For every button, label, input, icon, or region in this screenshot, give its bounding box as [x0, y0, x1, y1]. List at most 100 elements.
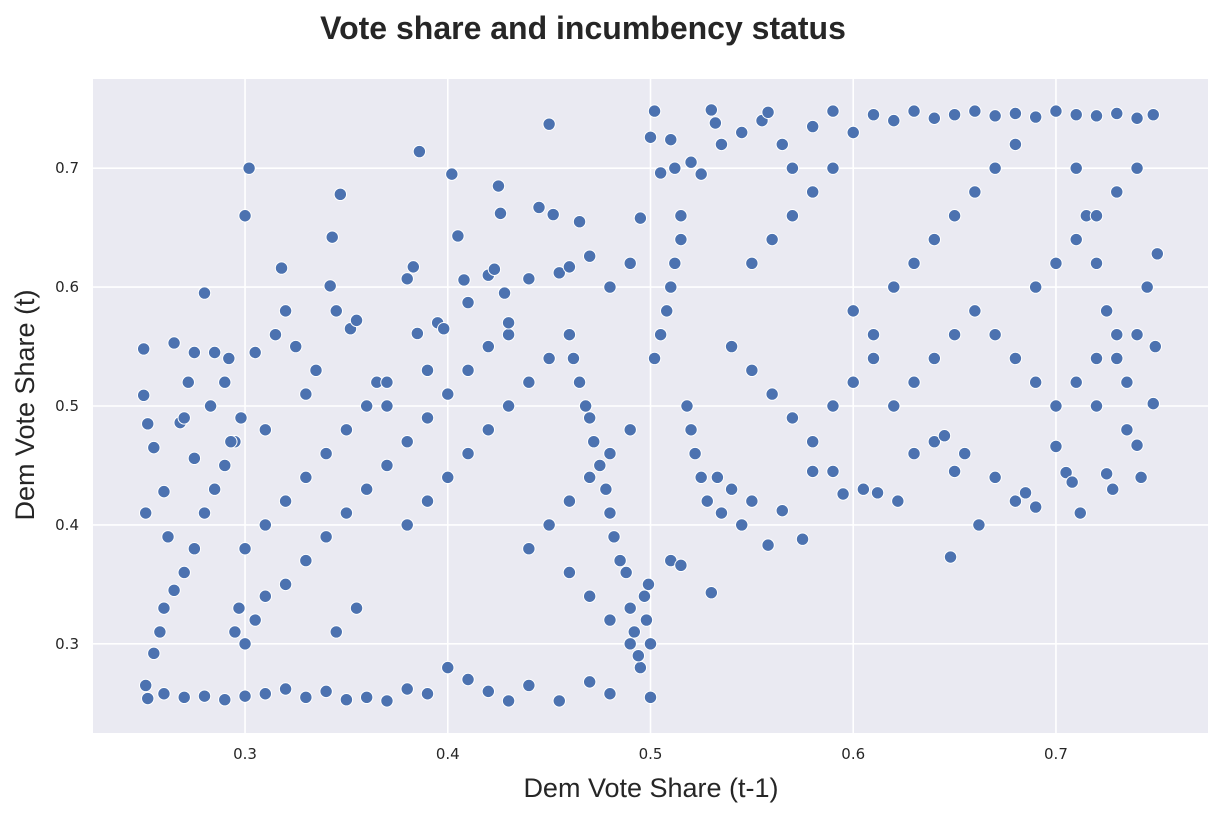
- data-point: [437, 322, 451, 336]
- data-point: [562, 494, 577, 508]
- data-point: [552, 266, 566, 280]
- data-point: [278, 577, 293, 592]
- data-point: [299, 470, 313, 485]
- data-point: [1099, 467, 1114, 481]
- data-point: [141, 691, 155, 706]
- data-point: [457, 273, 471, 287]
- data-point: [1069, 232, 1083, 247]
- data-point: [157, 601, 171, 615]
- data-point: [785, 411, 800, 425]
- data-point: [380, 375, 394, 389]
- data-point: [1099, 304, 1114, 318]
- data-point: [637, 589, 652, 603]
- data-point: [238, 209, 252, 223]
- data-point: [891, 494, 905, 508]
- data-point: [866, 107, 881, 122]
- data-point: [633, 660, 648, 675]
- data-point: [684, 423, 698, 437]
- data-point: [688, 446, 702, 461]
- data-point: [380, 458, 394, 473]
- data-point: [228, 625, 242, 639]
- data-point: [785, 161, 800, 175]
- data-point: [329, 625, 343, 639]
- data-point: [674, 209, 688, 223]
- data-point: [278, 682, 293, 696]
- data-point: [157, 687, 171, 701]
- data-point: [147, 440, 161, 455]
- data-point: [197, 689, 212, 703]
- data-points: [136, 103, 1165, 708]
- data-point: [258, 423, 273, 437]
- data-point: [546, 207, 560, 222]
- data-point: [582, 470, 597, 485]
- data-point: [1130, 438, 1144, 452]
- data-point: [870, 486, 885, 500]
- data-point: [1089, 399, 1104, 413]
- data-point: [958, 446, 972, 461]
- data-point: [420, 494, 435, 508]
- data-point: [481, 339, 496, 354]
- data-point: [1106, 482, 1120, 496]
- data-point: [552, 694, 566, 708]
- tick-labels: 0.3 0.4 0.5 0.6 0.7 0.3 0.4 0.5 0.6 0.7: [55, 159, 1068, 763]
- data-point: [1089, 256, 1104, 271]
- data-point: [258, 518, 273, 532]
- data-point: [461, 295, 475, 310]
- data-point: [887, 280, 901, 294]
- data-point: [846, 304, 860, 318]
- data-point: [846, 125, 860, 140]
- data-point: [623, 637, 637, 651]
- data-point: [1120, 375, 1134, 389]
- data-point: [380, 399, 394, 413]
- data-point: [1028, 500, 1043, 514]
- data-point: [1008, 137, 1023, 152]
- data-point: [522, 272, 536, 286]
- data-point: [136, 388, 151, 402]
- data-point: [461, 446, 475, 461]
- data-point: [1130, 161, 1144, 175]
- data-point: [197, 506, 212, 520]
- data-point: [441, 660, 455, 675]
- data-point: [968, 185, 982, 199]
- data-point: [623, 423, 637, 437]
- x-tick-label: 0.6: [841, 745, 865, 763]
- data-point: [887, 399, 901, 413]
- data-point: [161, 530, 175, 544]
- data-point: [501, 327, 516, 342]
- data-point: [1008, 106, 1023, 121]
- data-point: [1008, 494, 1023, 508]
- data-point: [1110, 185, 1124, 199]
- data-point: [1069, 107, 1083, 122]
- data-point: [1089, 351, 1104, 366]
- y-tick-label: 0.6: [55, 278, 79, 296]
- data-point: [765, 387, 779, 401]
- data-point: [704, 103, 719, 117]
- data-point: [445, 167, 459, 181]
- data-point: [674, 558, 688, 573]
- data-point: [278, 304, 293, 318]
- data-point: [493, 206, 508, 221]
- data-point: [866, 327, 881, 342]
- x-tick-label: 0.7: [1044, 745, 1068, 763]
- data-point: [775, 503, 789, 518]
- data-point: [274, 261, 289, 275]
- data-point: [664, 132, 678, 147]
- data-point: [218, 693, 232, 707]
- data-point: [562, 565, 577, 580]
- data-point: [660, 304, 674, 318]
- data-point: [647, 104, 662, 118]
- data-point: [400, 682, 414, 696]
- data-point: [258, 589, 273, 603]
- data-point: [248, 345, 262, 360]
- data-point: [785, 209, 800, 223]
- x-axis-label: Dem Vote Share (t-1): [523, 773, 778, 803]
- data-point: [177, 411, 191, 425]
- data-point: [497, 286, 512, 300]
- data-point: [599, 482, 613, 496]
- data-point: [412, 144, 427, 159]
- data-point: [761, 538, 775, 552]
- data-point: [400, 434, 414, 449]
- data-point: [927, 351, 942, 366]
- data-point: [805, 185, 820, 199]
- data-point: [222, 351, 236, 366]
